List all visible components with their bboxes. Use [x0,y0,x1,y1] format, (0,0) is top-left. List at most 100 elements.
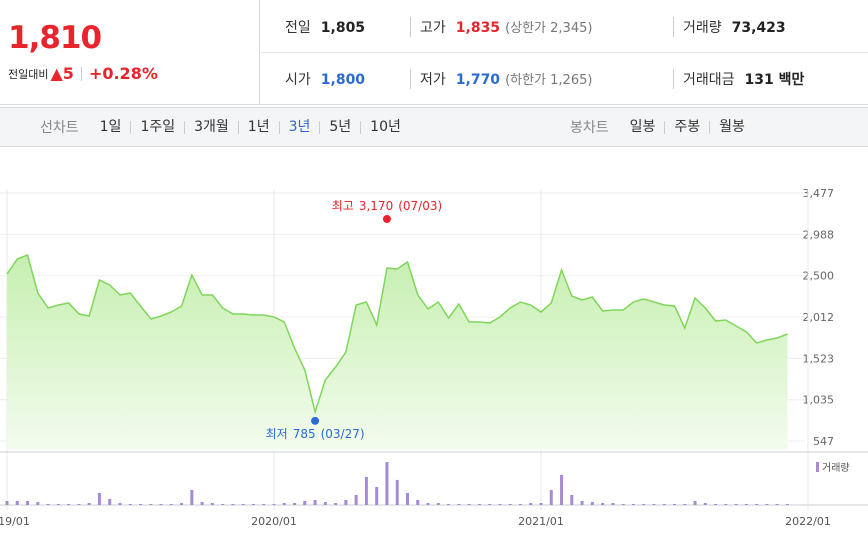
tab[interactable]: 1일 [99,118,122,135]
volume-bar [683,503,687,505]
volume-bar [416,499,420,505]
tab[interactable]: 일봉 [629,118,656,135]
volume-bar [15,500,19,505]
volume-bar [724,503,728,505]
change-value: 5 [62,64,74,83]
x-tick-label: 2020/01 [251,515,297,528]
price-change: 전일대비 ▲ 5 +0.28% [8,64,158,83]
volume-bar [693,500,697,505]
volume-bar [108,498,112,505]
stat-cell: 시가 1,800 [285,69,365,89]
change-label: 전일대비 [8,67,49,81]
tab[interactable]: 10년 [360,120,410,134]
stat-label: 저가 [420,72,446,88]
volume-bar [46,503,50,505]
stat-label: 거래대금 [683,72,735,88]
volume-bar [97,492,101,505]
stat-cell: 거래대금 131 백만 [673,69,804,89]
annotation-part: 최고 [332,199,354,213]
volume-bar [56,503,60,505]
stat-cell: 저가 1,770 (하한가 1,265) [410,69,592,89]
volume-bar [570,494,574,505]
stat-cell: 전일 1,805 [285,17,365,37]
stat-label: 거래량 [683,20,722,36]
price-line [6,253,788,415]
volume-bar [5,500,9,505]
y-tick-label: 1,035 [803,394,835,407]
annotation: 최저 785 (03/27) [266,427,365,441]
volume-bar [118,502,122,505]
annotation-part: 3,170 [359,199,393,213]
volume-bar [323,501,327,505]
tab[interactable]: 1년 [237,120,279,134]
volume-bar [149,503,153,505]
volume-bar [477,503,481,505]
volume-bar [447,503,451,505]
tab[interactable]: 1주일 [130,120,184,134]
annotation-part: 785 [293,427,316,441]
volume-bar [662,503,666,505]
volume-bar [67,503,71,505]
volume-bar [755,503,759,505]
volume-bar [221,503,225,505]
y-tick-label: 3,477 [803,187,835,200]
volume-bar [344,499,348,505]
volume-bar [529,502,533,505]
volume-bar [334,502,338,505]
change-rate: +0.28% [88,64,158,83]
volume-bar [190,489,194,505]
y-tick-label: 2,988 [803,228,835,241]
volume-bar [375,486,379,505]
volume-bar [703,502,707,505]
volume-bar [457,503,461,505]
chart: 3,477 2,988 2,500 2,012 1,523 1,035 547 2019/01… [0,187,868,528]
tab[interactable]: 5년 [319,120,360,134]
volume-bar [36,501,40,505]
volume-bar [580,500,584,505]
volume-bar [139,503,142,505]
volume-bar [785,503,789,505]
tab[interactable]: 월봉 [709,120,754,134]
volume-bar [508,503,512,505]
volume-bar [251,503,255,505]
tab[interactable]: 주봉 [664,120,709,134]
volume-bar [210,502,214,505]
stat-cell: 고가 1,835 (상한가 2,345) [410,17,592,37]
volume-bar [775,503,779,505]
tab[interactable]: 3개월 [184,120,238,134]
volume-bar [426,502,430,505]
volume-bar [744,503,748,505]
volume-bar [364,476,368,505]
row-divider [260,52,868,53]
stat-value: 1,770 [455,72,501,88]
separator [80,66,82,81]
tab-group-label: 봉차트 [570,120,609,136]
volume-bar [180,502,184,505]
tab-group: 봉차트 일봉 주봉 월봉 [570,108,754,146]
y-tick-label: 2,500 [803,270,835,283]
stat-sub: (상한가 2,345) [505,21,593,36]
stat-value: 1,805 [320,20,366,36]
volume-bar [282,502,286,505]
change-symbol: ▲ [50,64,63,83]
volume-bar [313,499,317,505]
y-tick-label: 1,523 [803,352,835,365]
legend-swatch [816,462,819,472]
volume-bar [385,462,389,505]
price-box: 1,810 전일대비 ▲ 5 +0.28% [0,0,260,105]
volume-bar [231,503,235,505]
volume-bar [436,502,440,505]
volume-bar [560,474,564,505]
volume-bar [601,502,605,505]
tab[interactable]: 3년 [278,120,320,134]
volume-bar [406,492,409,505]
volume-bar [200,501,204,505]
volume-bar [272,503,276,505]
volume-bar [262,503,266,505]
volume-bar [621,503,625,505]
x-tick-label: 2019/01 [0,515,30,528]
stats-panel: 전일 1,805 고가 1,835 (상한가 2,345) 거래량 73,423 시가 1,80… [260,0,868,105]
stat-label: 전일 [285,20,311,36]
legend-label: 거래량 [822,462,850,474]
